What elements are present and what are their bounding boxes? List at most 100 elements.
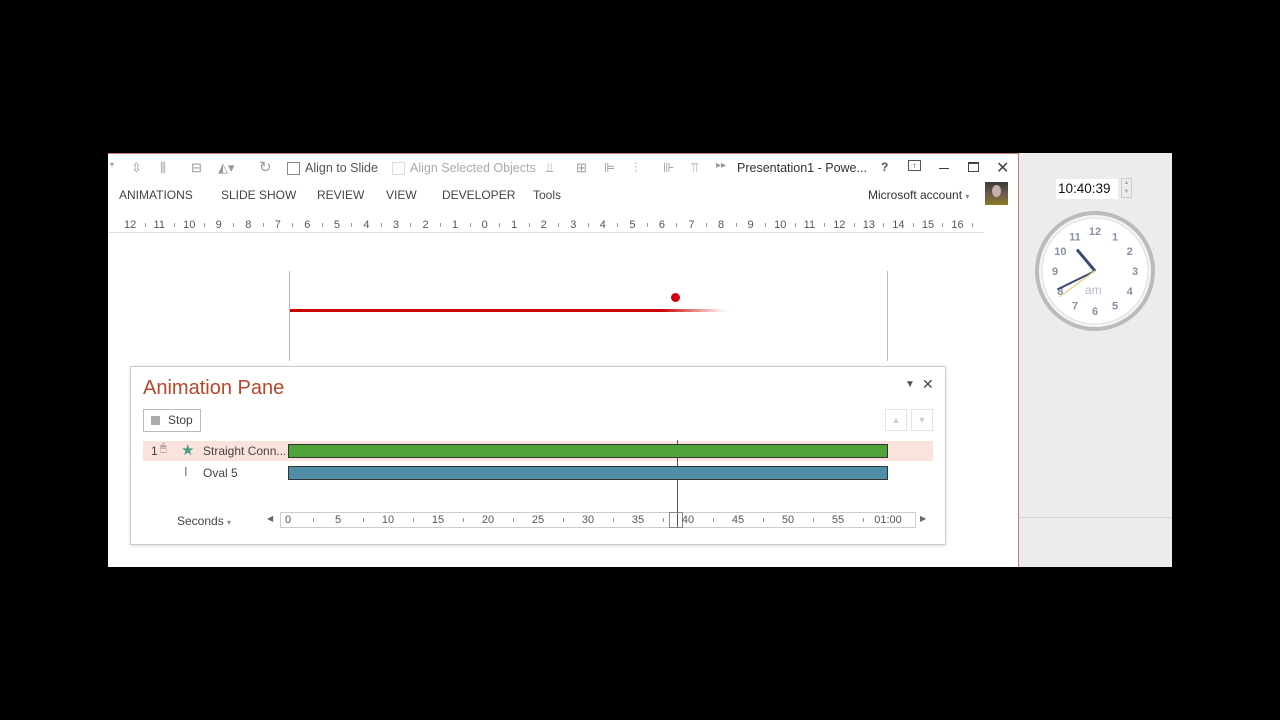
time-field[interactable]: 10:40:39 [1056, 179, 1118, 199]
straight-connector-line[interactable] [290, 309, 726, 312]
tab-developer[interactable]: DEVELOPER [442, 188, 516, 202]
ruler-tick [174, 223, 176, 227]
pane-close-button[interactable]: ✕ [922, 376, 934, 392]
timeline-tick-label: 35 [631, 514, 645, 526]
ruler-tick [528, 223, 530, 227]
clock-number: 6 [1092, 306, 1098, 318]
item-name: Oval 5 [203, 466, 238, 480]
timeline-tick-label: 20 [481, 514, 495, 526]
playhead[interactable] [677, 440, 678, 528]
timeline-tick-label: 5 [334, 514, 342, 526]
units-dropdown[interactable]: Seconds ▾ [177, 514, 232, 528]
timeline-scale[interactable] [280, 512, 916, 528]
align-center-icon[interactable]: ⊞ [576, 160, 587, 175]
ruler-label: 8 [718, 219, 725, 231]
ruler-label: 3 [570, 219, 577, 231]
clock-number: 7 [1072, 301, 1078, 313]
align-top-icon[interactable]: ⫪ [691, 160, 699, 175]
with-previous-icon: I [184, 464, 188, 479]
slide-left-edge [289, 271, 290, 361]
timeline-bar[interactable] [288, 466, 888, 480]
ruler-label: 2 [422, 219, 429, 231]
maximize-button[interactable] [968, 162, 979, 172]
ruler-label: 9 [215, 219, 222, 231]
scroll-right-button[interactable]: ▶ [920, 514, 927, 523]
clock-number: 4 [1127, 286, 1134, 298]
group-icon[interactable]: ⊟ [191, 160, 202, 175]
timeline-bar[interactable] [288, 444, 888, 458]
align-to-slide-checkbox[interactable]: Align to Slide [287, 161, 378, 176]
timeline-thumb[interactable] [669, 512, 683, 528]
ruler-tick [440, 223, 441, 227]
timeline-tick-label: 0 [284, 514, 292, 526]
pane-options-icon[interactable]: ▼ [905, 379, 915, 390]
dropdown-icon[interactable]: ▾ [110, 160, 115, 169]
account-menu[interactable]: Microsoft account ▾ [868, 188, 970, 202]
align-middle-icon[interactable]: ⫶ [634, 160, 638, 175]
clock-number: 5 [1112, 301, 1118, 313]
align-bottom-icon[interactable]: ⫫ [546, 160, 554, 175]
clock-number: 12 [1089, 226, 1101, 238]
oval-5[interactable] [671, 293, 680, 302]
close-button[interactable]: ✕ [996, 160, 1010, 177]
refresh-icon[interactable]: ↻ [259, 159, 272, 176]
align-left-icon[interactable]: ⊫ [604, 160, 616, 175]
tab-slide-show[interactable]: SLIDE SHOW [221, 188, 297, 202]
ruler-tick [351, 223, 353, 227]
timeline-tick-label: 45 [731, 514, 745, 526]
ribbon-display-icon[interactable]: ↑ [908, 160, 921, 171]
ruler-tick [824, 223, 826, 227]
tab-review[interactable]: REVIEW [317, 188, 365, 202]
pane-title: Animation Pane [143, 377, 285, 399]
avatar[interactable] [985, 182, 1008, 205]
timeline-tick-label: 50 [781, 514, 795, 526]
slide-right-edge [887, 271, 888, 361]
clock-ampm: am [1085, 283, 1102, 297]
ruler-tick [499, 223, 501, 227]
stop-button[interactable]: Stop [143, 409, 201, 432]
align-selected-label: Align Selected Objects [410, 161, 536, 175]
timeline-tick [513, 518, 514, 522]
timeline-tick [713, 518, 714, 522]
align-selected-checkbox[interactable]: Align Selected Objects [392, 161, 536, 176]
clock-number: 3 [1132, 266, 1138, 278]
move-down-button[interactable]: ▼ [911, 409, 933, 431]
more-icon[interactable]: ▸▸ [716, 160, 727, 171]
align-right-icon[interactable]: ⊪ [663, 160, 675, 175]
tab-view[interactable]: VIEW [386, 188, 417, 202]
ruler-label: 12 [124, 219, 137, 231]
timeline-tick-label: 25 [531, 514, 545, 526]
minimize-button[interactable] [939, 168, 949, 169]
timeline-tick [313, 518, 314, 522]
ruler-label: 3 [392, 219, 400, 231]
time-spinner[interactable]: ▲ ▼ [1121, 178, 1132, 198]
ruler-tick [144, 223, 146, 227]
scroll-left-button[interactable]: ◀ [267, 514, 274, 523]
on-click-mouse-icon: 🖱 [160, 442, 167, 454]
horizontal-ruler [108, 216, 984, 233]
timeline-tick-label: 30 [581, 514, 595, 526]
help-button[interactable]: ? [881, 160, 889, 174]
account-label: Microsoft account [868, 188, 963, 202]
timeline-tick [563, 518, 564, 522]
ruler-label: 5 [333, 219, 340, 231]
item-index: 1 [151, 444, 158, 458]
timeline-tick [613, 518, 614, 522]
ruler-label: 11 [803, 219, 816, 231]
ruler-label: 5 [629, 219, 636, 231]
units-label: Seconds [177, 514, 224, 528]
timeline-tick [463, 518, 464, 522]
tab-tools[interactable]: Tools [533, 188, 562, 202]
move-up-button[interactable]: ▲ [885, 409, 907, 431]
ruler-tick [587, 223, 589, 227]
rotate-shape-icon[interactable]: ◭▾ [218, 160, 235, 175]
distribute-vertical-icon[interactable]: ⇳ [131, 160, 142, 175]
distribute-horizontal-icon[interactable]: ⫼ [160, 160, 166, 175]
tab-animations[interactable]: ANIMATIONS [119, 188, 193, 202]
clock-number: 2 [1127, 246, 1133, 258]
ruler-tick [292, 223, 294, 227]
timeline-tick [663, 518, 664, 522]
ruler-tick [262, 223, 264, 227]
timeline-tick [413, 518, 414, 522]
